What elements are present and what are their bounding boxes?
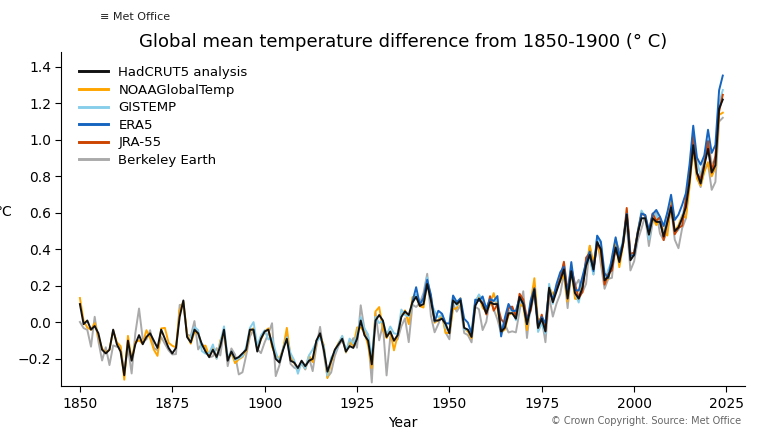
Text: ≡ Met Office: ≡ Met Office [100,12,170,22]
Text: © Crown Copyright. Source: Met Office: © Crown Copyright. Source: Met Office [551,416,742,426]
Title: Global mean temperature difference from 1850-1900 (° C): Global mean temperature difference from … [139,33,667,50]
Legend: HadCRUT5 analysis, NOAAGlobalTemp, GISTEMP, ERA5, JRA-55, Berkeley Earth: HadCRUT5 analysis, NOAAGlobalTemp, GISTE… [74,62,252,171]
X-axis label: Year: Year [389,416,418,430]
Y-axis label: °C: °C [0,205,12,219]
